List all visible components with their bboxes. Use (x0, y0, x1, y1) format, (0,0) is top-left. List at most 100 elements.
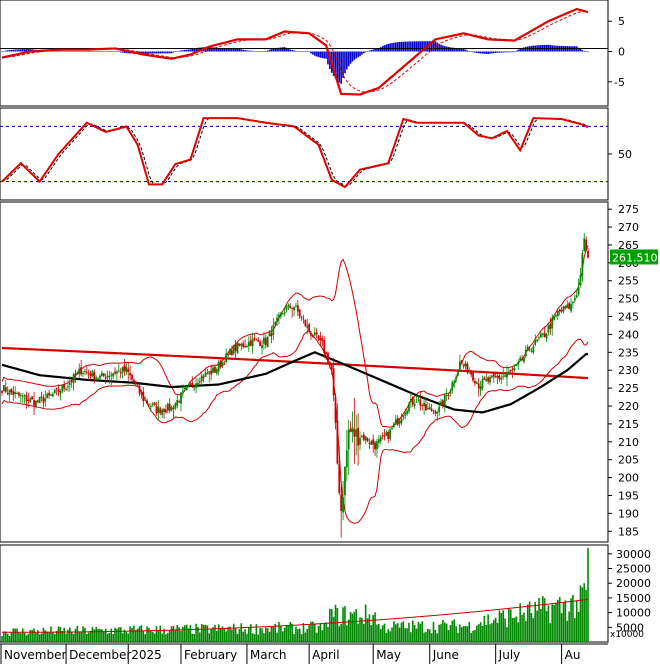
volume-bar (44, 630, 47, 642)
volume-bar (214, 624, 216, 642)
volume-bar (532, 618, 535, 642)
macd-histogram-bar (10, 49, 13, 52)
candle-body (4, 387, 7, 392)
candle (249, 335, 252, 346)
volume-bar (445, 623, 448, 642)
candle-body (234, 344, 237, 351)
volume-bar (101, 629, 103, 642)
macd-histogram-bar (577, 47, 580, 52)
volume-bar (442, 619, 444, 642)
volume-bar (323, 623, 326, 642)
candle (460, 359, 463, 365)
candle (323, 336, 326, 359)
candle-body (321, 338, 324, 342)
macd-histogram-bar (281, 47, 284, 52)
candle-body (149, 405, 152, 407)
candle-body (347, 429, 350, 450)
candle (562, 305, 565, 314)
macd-histogram-bar (20, 49, 22, 52)
candle (581, 250, 584, 282)
macd-histogram-bar (97, 51, 99, 52)
volume-bar (489, 624, 491, 642)
volume-bar (255, 624, 258, 642)
volume-bar (97, 628, 99, 642)
volume-bar (383, 623, 386, 642)
stochastic-panel: 50 (0, 107, 632, 201)
candle (6, 386, 9, 396)
candle (210, 364, 213, 381)
volume-bar (53, 634, 56, 642)
candle (263, 332, 265, 350)
candle (451, 380, 454, 394)
candle-body (489, 377, 491, 383)
candle (215, 367, 218, 376)
macd-histogram-bar (93, 51, 96, 52)
volume-bar (127, 633, 130, 642)
macd-histogram-bar (231, 48, 233, 52)
candle-body (255, 339, 258, 341)
macd-histogram-bar (445, 46, 448, 52)
candle (389, 428, 392, 442)
candle-body (308, 324, 311, 332)
candle (296, 300, 299, 316)
candle (483, 376, 486, 380)
candle (523, 355, 525, 364)
candle (219, 359, 222, 369)
candle-body (362, 434, 365, 441)
macd-histogram-bar (393, 42, 395, 52)
volume-bar (29, 630, 32, 642)
volume-bar (460, 627, 463, 642)
candle-body (583, 238, 586, 252)
volume-bar (33, 628, 35, 642)
volume-bar (31, 630, 33, 642)
macd-histogram-bar (525, 46, 527, 52)
volume-bar (191, 633, 194, 642)
candle (217, 360, 220, 376)
macd-histogram-bar (374, 49, 376, 52)
macd-histogram-bar (379, 47, 382, 52)
candle (357, 413, 360, 466)
volume-bar (400, 622, 403, 642)
volume-bar (189, 624, 192, 642)
candle-body (287, 304, 290, 307)
candle (289, 303, 292, 309)
volume-bar (419, 623, 422, 642)
candle (181, 384, 184, 398)
macd-histogram-bar (361, 51, 363, 55)
volume-unit-label: x10000 (610, 630, 644, 640)
candle (477, 377, 480, 397)
candle-body (63, 384, 66, 389)
candle (117, 363, 120, 373)
volume-bar (304, 632, 307, 642)
candle-body (534, 339, 537, 345)
candle (532, 344, 535, 355)
candle-body (87, 373, 90, 375)
price-panel: 185 190 195 200 205 210 215 220 225 230 235 240 245 2… (0, 201, 660, 543)
macd-histogram-bar (159, 51, 162, 54)
macd-histogram-bar (227, 48, 229, 52)
candle (255, 338, 258, 341)
candle (240, 342, 243, 351)
candle-body (93, 372, 96, 380)
volume-bar (25, 635, 28, 642)
volume-bar (336, 608, 339, 642)
volume-bar (206, 625, 209, 642)
price-tick-label: 255 (618, 275, 639, 288)
volume-bar (332, 616, 335, 642)
volume-bar (285, 625, 288, 642)
volume-bar (276, 632, 278, 642)
volume-bar (219, 628, 222, 642)
candle (180, 392, 182, 412)
candle-body (283, 311, 286, 314)
candle (35, 400, 37, 409)
volume-bar (466, 626, 469, 642)
candle (104, 373, 107, 384)
candle (251, 332, 254, 354)
macd-histogram-bar (106, 51, 109, 52)
candle-body (359, 437, 361, 445)
macd-histogram-bar (53, 50, 56, 52)
macd-histogram-bar (289, 49, 292, 52)
candle-body (53, 389, 56, 394)
candle-body (453, 381, 456, 383)
candle (51, 392, 54, 398)
